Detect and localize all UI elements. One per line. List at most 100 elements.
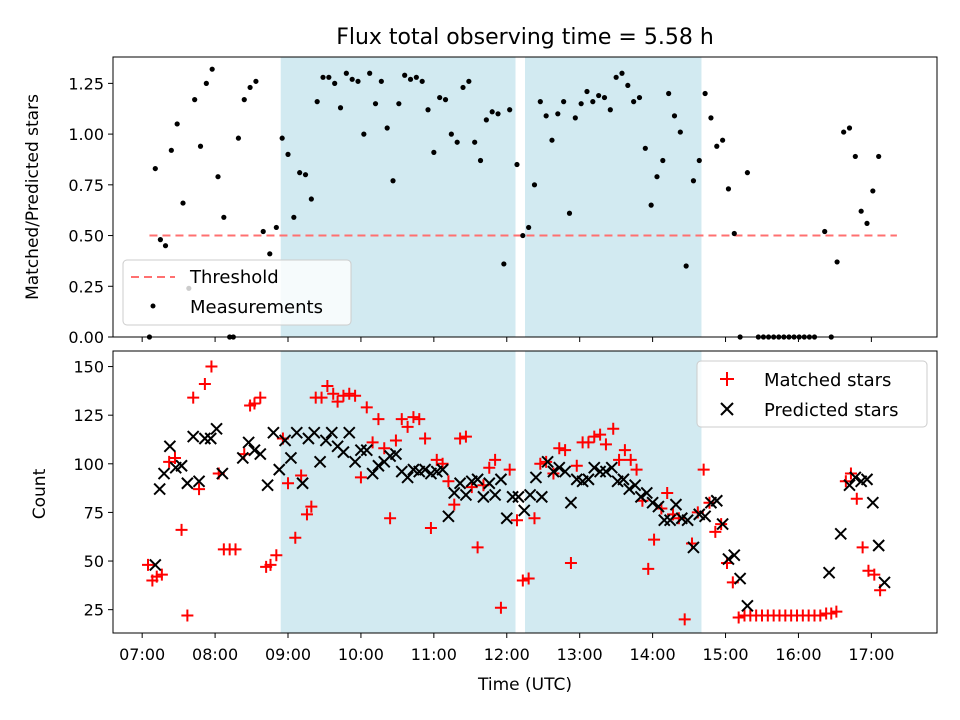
- measurement-point: [162, 243, 169, 249]
- measurement-point: [520, 232, 526, 239]
- predicted-star-point: [494, 473, 508, 486]
- measurement-point: [625, 82, 631, 89]
- bottom-x-tick-label: 16:00: [775, 645, 821, 664]
- matched-star-point: [559, 444, 572, 457]
- predicted-star-point: [652, 500, 665, 513]
- matched-star-point: [465, 481, 478, 494]
- measurement-point: [235, 135, 242, 141]
- measurement-point: [197, 143, 204, 149]
- matched-star-point: [624, 453, 637, 466]
- predicted-star-point: [599, 465, 613, 478]
- measurement-point: [247, 84, 253, 91]
- bottom-matched-series: [142, 360, 887, 626]
- bottom-x-tick-label: 07:00: [119, 645, 165, 664]
- measurement-point: [666, 90, 672, 97]
- measurement-point: [221, 214, 227, 220]
- predicted-star-point: [698, 510, 712, 523]
- predicted-star-point: [722, 552, 735, 566]
- measurement-point: [378, 78, 384, 84]
- measurement-point: [619, 70, 625, 76]
- predicted-star-point: [418, 463, 432, 476]
- predicted-star-point: [628, 478, 642, 492]
- matched-star-point: [522, 572, 535, 585]
- measurement-point: [308, 196, 314, 202]
- predicted-star-point: [687, 541, 700, 554]
- predicted-star-point: [547, 465, 560, 478]
- predicted-star-point: [313, 455, 327, 469]
- measurement-point: [514, 161, 520, 168]
- bottom-x-axis-label: Time (UTC): [477, 675, 572, 695]
- bottom-legend-box: [696, 360, 928, 428]
- matched-star-point: [419, 432, 432, 445]
- measurement-point: [152, 165, 158, 172]
- measurement-point: [526, 224, 532, 231]
- matched-star-point: [254, 391, 267, 404]
- legend-matched-label: Matched stars: [764, 370, 891, 391]
- measurement-point: [660, 157, 666, 164]
- predicted-star-point: [541, 455, 554, 469]
- top-y-tick-label: 1.00: [68, 125, 104, 144]
- predicted-star-point: [248, 443, 261, 457]
- measurement-point: [572, 115, 578, 121]
- bottom-x-tick-label: 11:00: [411, 645, 457, 664]
- measurement-point: [442, 97, 449, 103]
- bottom-x-tick-label: 10:00: [338, 645, 384, 664]
- measurement-point: [876, 153, 882, 160]
- predicted-star-point: [878, 576, 891, 589]
- matched-star-point: [570, 459, 583, 472]
- matched-star-point: [607, 422, 620, 435]
- matched-star-point: [483, 461, 496, 474]
- predicted-star-point: [872, 539, 885, 552]
- matched-star-point: [264, 558, 277, 571]
- matched-star-point: [282, 477, 295, 490]
- predicted-star-point: [236, 451, 250, 465]
- top-y-tick-label: 0.25: [68, 277, 104, 296]
- measurement-point: [407, 76, 414, 82]
- measurement-point: [566, 210, 573, 216]
- matched-star-point: [168, 451, 181, 464]
- predicted-star-point: [553, 461, 566, 474]
- measurement-point: [584, 88, 590, 95]
- measurement-point: [460, 84, 466, 91]
- measurement-point: [483, 117, 489, 123]
- bottom-x-tick-label: 08:00: [192, 645, 238, 664]
- matched-star-point: [594, 428, 607, 441]
- matched-star-point: [582, 436, 595, 449]
- predicted-star-point: [278, 434, 292, 447]
- top-y-axis-label: Matched/Predicted stars: [23, 94, 43, 300]
- measurement-point: [384, 125, 390, 131]
- measurement-point: [302, 172, 309, 178]
- matched-star-point: [709, 525, 722, 538]
- measurement-point: [852, 153, 858, 160]
- measurement-point: [555, 111, 561, 117]
- legend-threshold-label: Threshold: [189, 267, 279, 288]
- bottom-y-tick-label: 100: [73, 455, 104, 474]
- measurement-point: [864, 220, 870, 226]
- predicted-star-point: [401, 471, 414, 484]
- predicted-star-point: [866, 496, 880, 509]
- measurement-point: [285, 151, 291, 157]
- legend-predicted-swatch: [720, 402, 734, 416]
- bottom-y-tick-label: 75: [84, 503, 104, 522]
- bottom-y-axis-label: Count: [30, 468, 50, 519]
- matched-star-point: [229, 543, 242, 556]
- measurement-point: [273, 224, 279, 231]
- predicted-star-point: [488, 488, 502, 502]
- matched-star-point: [618, 444, 631, 457]
- measurement-point: [537, 99, 543, 105]
- predicted-star-point: [588, 461, 601, 474]
- measurement-point: [260, 228, 266, 235]
- predicted-star-point: [535, 490, 548, 504]
- measurement-point: [731, 230, 737, 237]
- measurement-point: [671, 113, 678, 119]
- predicted-star-point: [348, 455, 362, 469]
- predicted-star-point: [710, 494, 723, 507]
- predicted-star-point: [822, 566, 836, 579]
- matched-star-point: [270, 549, 283, 562]
- measurement-point: [501, 261, 507, 267]
- matched-star-point: [715, 518, 728, 531]
- bottom-y-tick-label: 150: [73, 358, 104, 377]
- matched-star-point: [830, 605, 843, 618]
- bottom-x-tick-label: 15:00: [702, 645, 748, 664]
- matched-star-point: [547, 467, 560, 480]
